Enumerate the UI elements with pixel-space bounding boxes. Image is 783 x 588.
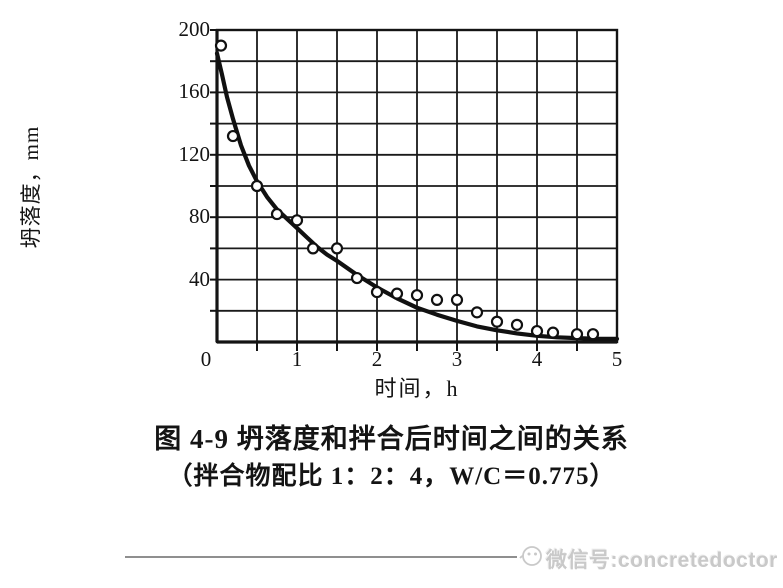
figure-caption-title: 图 4-9 坍落度和拌合后时间之间的关系 bbox=[154, 424, 629, 454]
y-tick-label: 160 bbox=[178, 79, 211, 104]
footer-divider-line bbox=[125, 556, 517, 558]
figure-caption-subtitle: （拌合物配比 1：2：4，W/C＝0.775） bbox=[167, 463, 616, 490]
y-tick-label: 40 bbox=[189, 266, 210, 291]
y-tick-label: 120 bbox=[178, 141, 211, 166]
slump-vs-time-plot bbox=[210, 28, 620, 351]
watermark-text: 微信号:concretedoctor bbox=[546, 549, 778, 572]
x-axis-title: 时间，h bbox=[374, 376, 460, 401]
y-axis-title: 坍落度，mm bbox=[19, 125, 43, 249]
y-tick-label: 80 bbox=[189, 204, 210, 229]
y-tick-label: 200 bbox=[178, 17, 211, 41]
wechat-icon bbox=[519, 546, 542, 566]
